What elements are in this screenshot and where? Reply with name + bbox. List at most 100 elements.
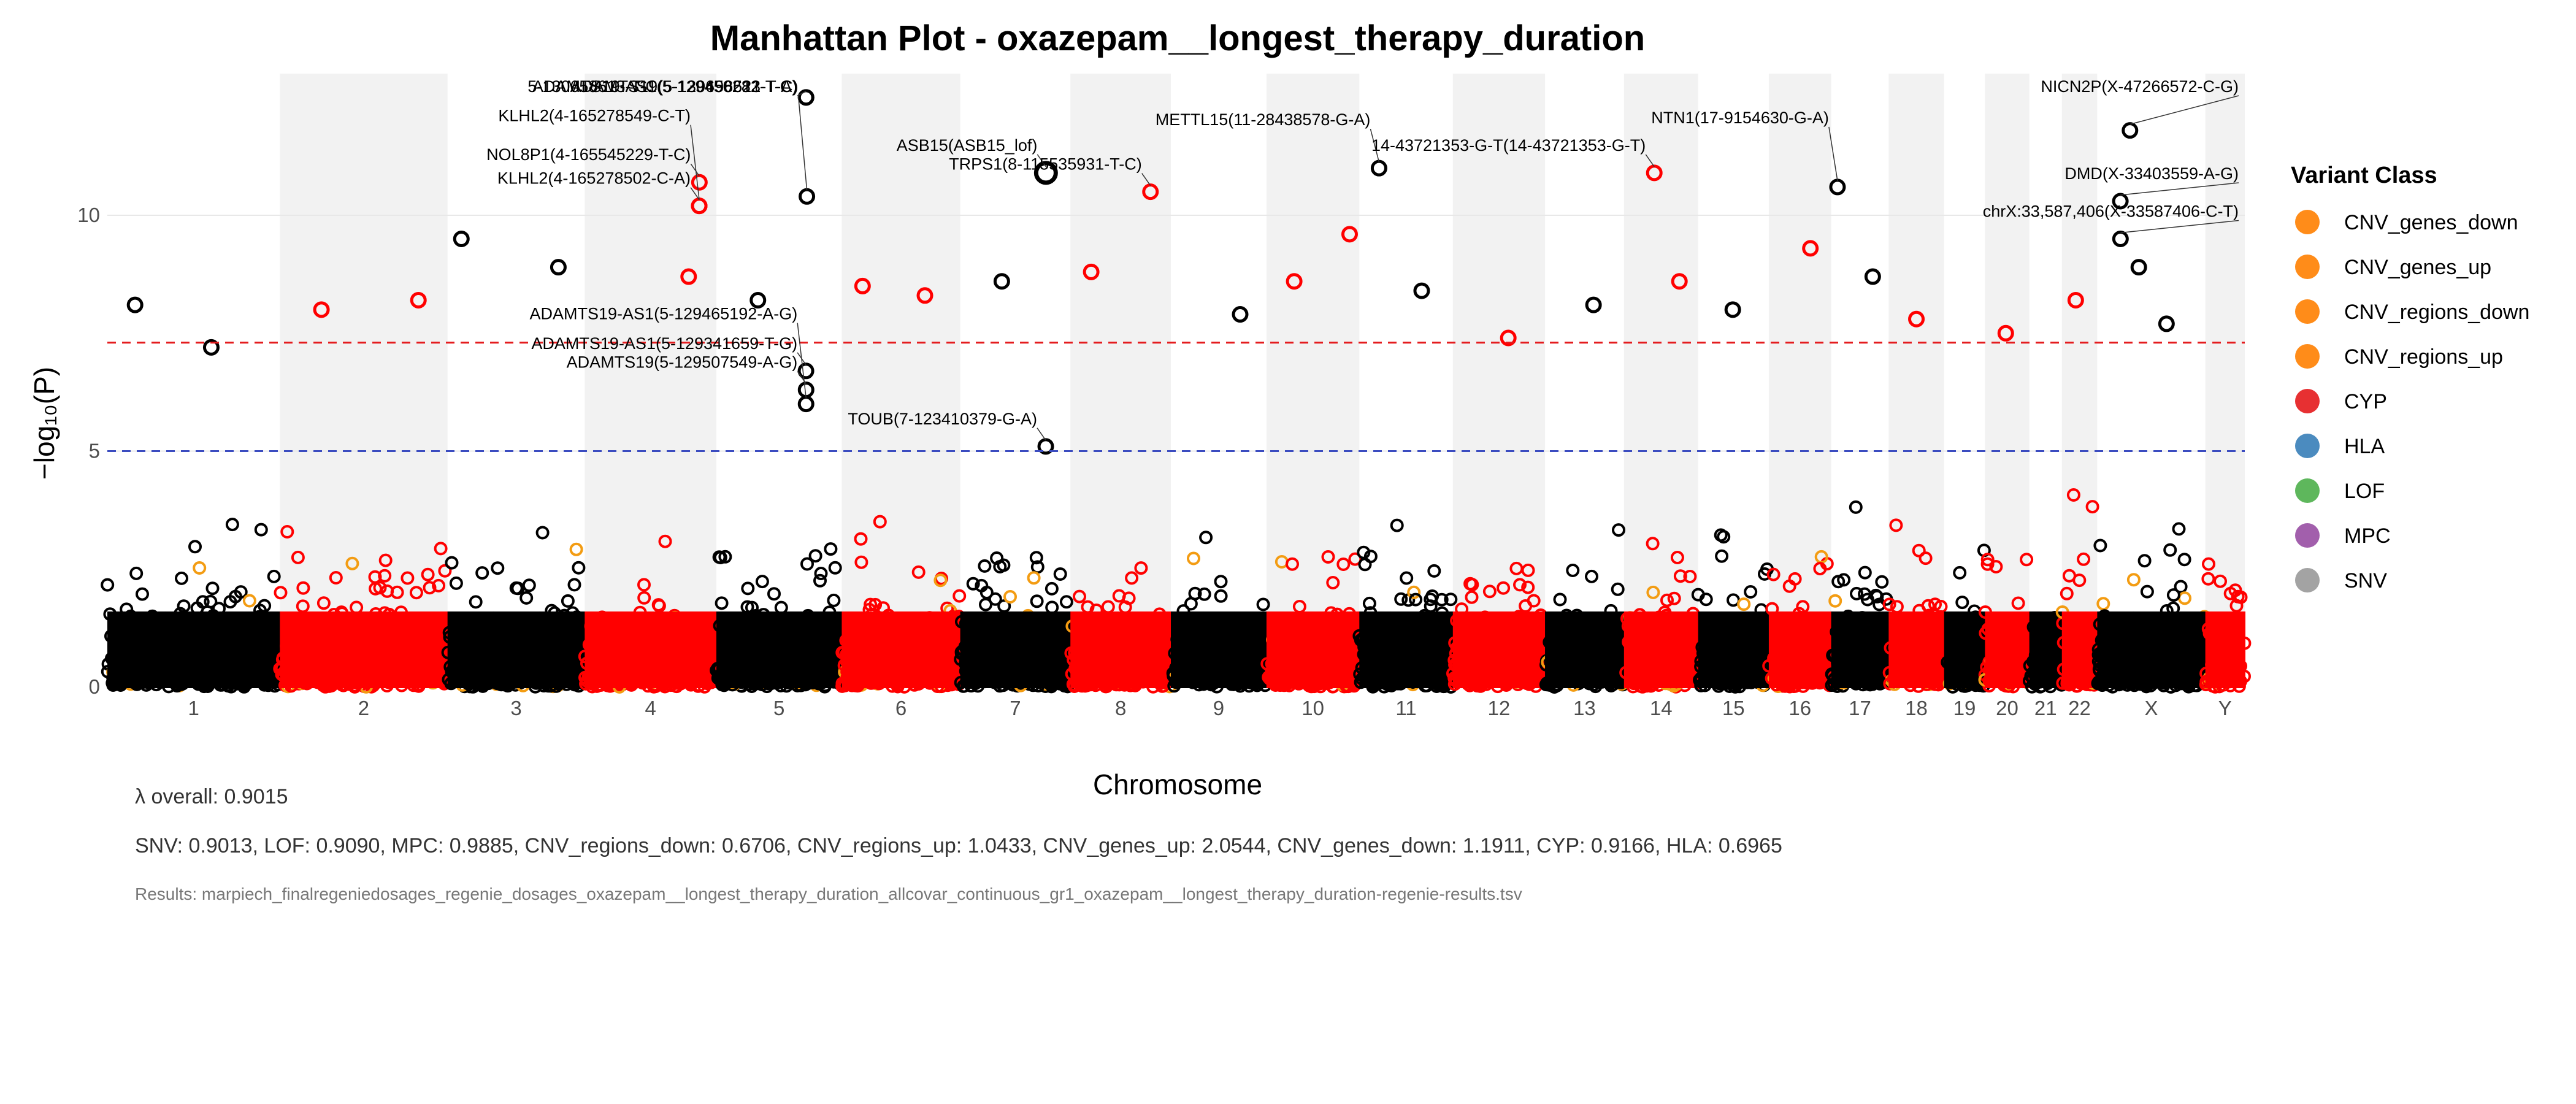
data-point [1197,587,1211,601]
dense-points-block [1359,611,1392,688]
x-tick-label: 6 [895,697,907,719]
dense-points-block [1483,611,1515,688]
labeled-point [797,89,815,106]
data-point [434,542,448,556]
data-point [1849,500,1863,514]
data-point [2166,588,2180,602]
data-point [911,565,926,579]
data-point [2163,543,2177,557]
peak-point [550,259,567,276]
x-tick-label: 14 [1650,697,1673,719]
data-point [188,540,202,554]
dense-points-block [1171,611,1203,688]
legend-items: CNV_genes_down CNV_genes_up CNV_regions_do… [2295,210,2529,592]
dense-points-block [1888,611,1908,688]
x-tick-label: 22 [2068,697,2091,719]
lambda-overall: λ overall: 0.9015 [135,785,288,808]
data-point [1611,582,1625,596]
data-point [1612,523,1625,537]
dense-points-block [1944,611,1958,688]
x-tick-label: 7 [1010,697,1021,719]
data-point [291,550,305,564]
data-point [1029,551,1043,565]
data-point [267,569,281,583]
dense-points-block [2029,611,2041,688]
data-point [421,567,435,581]
data-point [774,600,788,615]
x-tick-label: 21 [2034,697,2057,719]
data-point [814,567,828,580]
data-point [1357,545,1371,559]
dense-points-block [2218,611,2233,688]
results-file: Results: marpiech_finalregeniedosages_re… [135,884,1522,903]
dense-points-block [1957,611,1972,688]
data-point [378,553,393,567]
dense-points-block [1623,611,1650,688]
data-point [2177,553,2191,567]
data-point [712,550,726,564]
data-point [755,575,769,589]
point-label: NICN2P(X-47266572-C-G) [2041,77,2239,96]
point-label: ADAMTS19-AS1(5-129465192-A-G) [530,305,798,323]
data-point [572,561,586,575]
legend-swatch [2295,210,2320,234]
data-point [475,566,489,580]
data-point [1737,597,1751,611]
data-point [827,593,841,607]
dense-points-block [2073,611,2087,688]
data-point [296,581,310,595]
data-point [1553,592,1567,607]
dense-points-block [1831,611,1851,688]
x-tick-label: 2 [358,697,369,719]
peak-point [1413,282,1430,299]
point-label: 5-130658613-T-C(5-130658613-T-C) [527,77,798,96]
data-point [1715,549,1729,563]
point-label: 14-43721353-G-T(14-43721353-G-T) [1371,136,1646,155]
data-point [2096,597,2110,611]
dense-points-block [585,611,629,688]
data-point [1286,557,1299,571]
data-point [1828,594,1842,608]
dense-points-block [960,611,998,688]
data-point [1427,564,1441,578]
dense-points-block [1768,611,1790,688]
data-point [1394,592,1408,606]
data-point [535,526,550,540]
dense-points-block [1266,611,1298,688]
data-point [988,592,1002,606]
data-point [567,578,581,592]
point-label: KLHL2(4-165278502-C-A) [497,169,691,188]
data-point [1045,600,1059,615]
data-point [637,591,651,605]
x-tick-label: 10 [1301,697,1324,719]
dense-points-block [493,611,540,688]
x-tick-label: 16 [1788,697,1811,719]
dense-points-block [1985,611,2001,688]
legend-swatch [2295,344,2320,369]
data-point [225,518,239,532]
chromosome-band [585,74,716,687]
data-point [1424,592,1438,607]
data-point [280,525,294,539]
data-point [828,561,842,575]
data-point [864,597,878,611]
point-label: ASB15(ASB15_lof) [897,136,1038,155]
x-tick-label: 20 [1996,697,2018,719]
data-point [808,549,822,563]
data-point [561,594,575,608]
data-point [1045,581,1059,596]
data-point [651,598,665,612]
data-point [1400,571,1414,585]
point-label: TRPS1(8-115535931-T-C) [949,155,1142,174]
dense-points-block [1390,611,1422,688]
dense-points-block [1514,611,1546,688]
data-point [979,597,992,611]
data-point [2140,585,2154,599]
peak-point [993,273,1010,290]
dense-points-block [1999,611,2015,688]
data-point [1187,551,1200,565]
legend-swatch [2295,568,2320,592]
chromosome-band [1985,74,2030,687]
data-point [800,557,814,571]
data-point [1256,597,1270,611]
